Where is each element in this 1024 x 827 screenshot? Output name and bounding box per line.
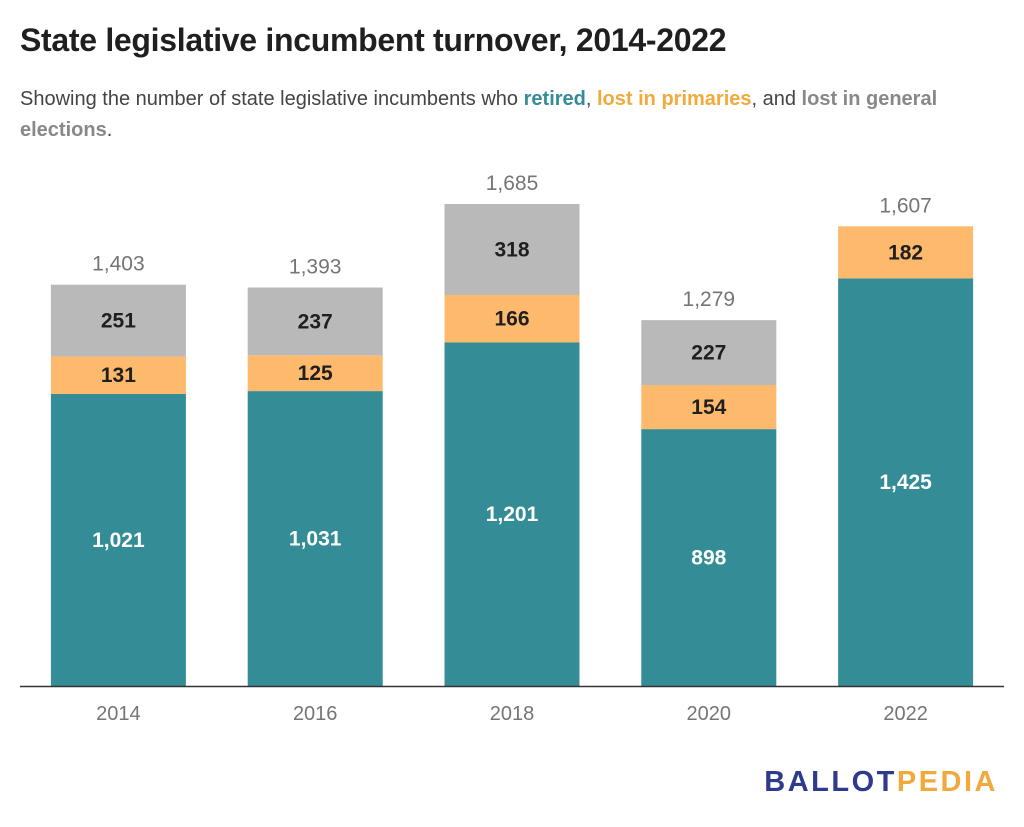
bar-lost-primaries-2020 bbox=[641, 385, 777, 430]
logo-part1: BALLOT bbox=[764, 766, 897, 798]
total-label-2018: 1,685 bbox=[486, 172, 539, 195]
bar-lost-general-2014 bbox=[50, 284, 186, 357]
data-label-lost-primaries-2020: 154 bbox=[691, 396, 726, 419]
bar-lost-general-2018 bbox=[444, 204, 580, 295]
bar-lost-primaries-2018 bbox=[444, 294, 580, 343]
total-label-2022: 1,607 bbox=[879, 194, 932, 217]
data-label-retired-2018: 1,201 bbox=[486, 503, 539, 526]
x-tick-label-2018: 2018 bbox=[490, 703, 535, 725]
data-label-lost-primaries-2016: 125 bbox=[298, 362, 333, 385]
x-tick-label-2014: 2014 bbox=[96, 703, 141, 725]
data-label-lost-primaries-2014: 131 bbox=[101, 364, 136, 387]
bar-lost-general-2016 bbox=[247, 287, 383, 356]
data-label-retired-2022: 1,425 bbox=[879, 471, 932, 494]
x-tick-label-2022: 2022 bbox=[883, 703, 928, 725]
total-label-2020: 1,279 bbox=[683, 288, 736, 311]
data-label-lost-primaries-2022: 182 bbox=[888, 241, 923, 264]
data-label-lost-general-2014: 251 bbox=[101, 310, 136, 333]
subtitle-retired: retired bbox=[523, 88, 586, 110]
subtitle-lost-general: lost in general elections bbox=[20, 88, 938, 141]
subtitle-lost-primaries: lost in primaries bbox=[597, 88, 752, 110]
chart-title: State legislative incumbent turnover, 20… bbox=[20, 22, 727, 58]
ballotpedia-logo: BALLOTPEDIA bbox=[764, 766, 998, 799]
data-label-lost-general-2018: 318 bbox=[494, 238, 529, 261]
bar-lost-primaries-2016 bbox=[247, 355, 383, 392]
data-label-retired-2020: 898 bbox=[691, 547, 726, 570]
bar-lost-general-2020 bbox=[641, 320, 777, 386]
bar-retired-2022 bbox=[838, 278, 974, 686]
logo-part2: PEDIA bbox=[896, 766, 998, 798]
subtitle-suffix: . bbox=[106, 119, 113, 141]
bar-retired-2014 bbox=[50, 393, 186, 686]
total-label-2014: 1,403 bbox=[92, 253, 145, 276]
bar-retired-2016 bbox=[247, 391, 383, 686]
data-label-lost-general-2020: 227 bbox=[691, 342, 726, 365]
bar-retired-2018 bbox=[444, 342, 580, 686]
bar-lost-primaries-2022 bbox=[838, 226, 974, 279]
subtitle-sep2: , and bbox=[751, 88, 802, 110]
data-label-lost-primaries-2018: 166 bbox=[494, 308, 529, 331]
stacked-bar-chart: 1,021 131 251 1,403 2014 1,031 125 237 1,393 2016… bbox=[20, 172, 1004, 725]
bar-lost-primaries-2014 bbox=[50, 356, 186, 394]
subtitle-prefix: Showing the number of state legislative … bbox=[20, 88, 524, 110]
data-label-retired-2016: 1,031 bbox=[289, 528, 342, 551]
subtitle-sep1: , bbox=[585, 88, 597, 110]
x-tick-label-2016: 2016 bbox=[293, 703, 338, 725]
x-tick-label-2020: 2020 bbox=[687, 703, 732, 725]
data-label-lost-general-2016: 237 bbox=[298, 310, 333, 333]
chart-subtitle: Showing the number of state legislative … bbox=[20, 84, 1010, 146]
total-label-2016: 1,393 bbox=[289, 256, 342, 279]
bar-retired-2020 bbox=[641, 429, 777, 686]
data-label-retired-2014: 1,021 bbox=[92, 529, 145, 552]
